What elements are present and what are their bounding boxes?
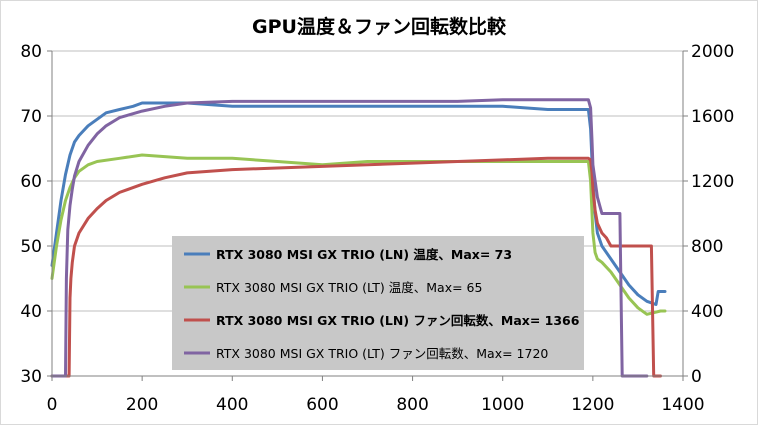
legend-label-3: RTX 3080 MSI GX TRIO (LT) ファン回転数、Max= 17…: [216, 346, 548, 361]
x-tick-label: 200: [126, 395, 158, 415]
y2-tick-label: 800: [691, 237, 723, 257]
y2-tick-label: 2000: [691, 42, 734, 62]
y-tick-label: 30: [20, 367, 42, 387]
y-tick-label: 60: [20, 172, 42, 192]
y-tick-label: 40: [20, 302, 42, 322]
y-tick-label: 50: [20, 237, 42, 257]
y-tick-label: 70: [20, 107, 42, 127]
y2-tick-label: 1600: [691, 107, 734, 127]
legend-box: [172, 236, 584, 370]
chart-title: GPU温度＆ファン回転数比較: [252, 15, 507, 38]
x-tick-label: 800: [396, 395, 428, 415]
legend-label-0: RTX 3080 MSI GX TRIO (LN) 温度、Max= 73: [216, 247, 512, 262]
x-tick-label: 0: [47, 395, 58, 415]
y2-tick-label: 400: [691, 302, 723, 322]
series-group: [50, 98, 667, 378]
legend-label-1: RTX 3080 MSI GX TRIO (LT) 温度、Max= 65: [216, 280, 482, 295]
legend-label-2: RTX 3080 MSI GX TRIO (LN) ファン回転数、Max= 13…: [216, 313, 580, 328]
series-line-3: [50, 98, 649, 378]
y2-tick-label: 0: [691, 367, 702, 387]
x-tick-label: 1400: [661, 395, 704, 415]
y-tick-label: 80: [20, 42, 42, 62]
legend: RTX 3080 MSI GX TRIO (LN) 温度、Max= 73 RTX …: [172, 236, 584, 370]
series-line-2: [50, 156, 662, 378]
x-tick-label: 1200: [571, 395, 614, 415]
y2-tick-label: 1200: [691, 172, 734, 192]
x-tick-label: 1000: [481, 395, 524, 415]
x-tick-label: 600: [306, 395, 338, 415]
x-tick-label: 400: [216, 395, 248, 415]
